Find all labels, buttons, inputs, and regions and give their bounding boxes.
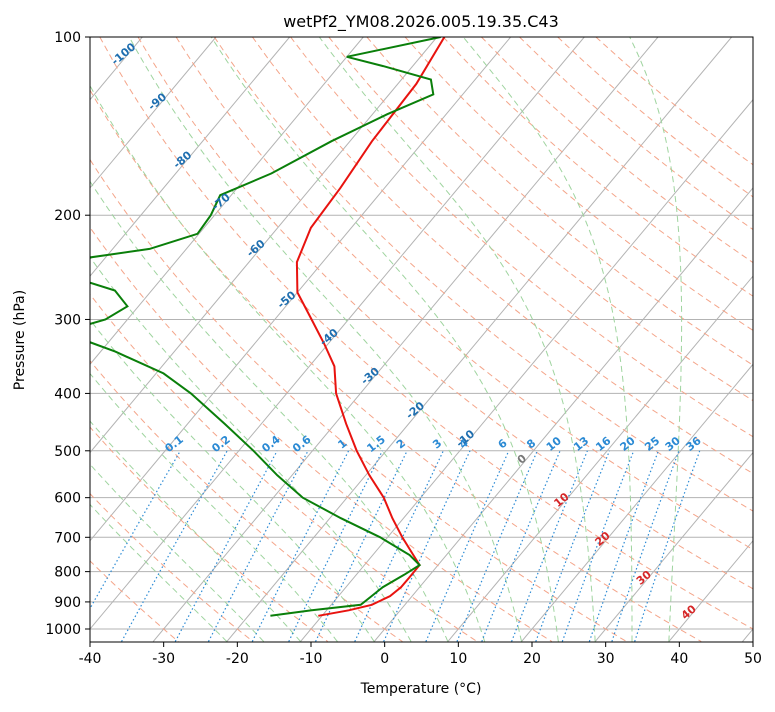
x-tick-label: -30: [152, 651, 175, 667]
x-axis-label: Temperature (°C): [360, 681, 482, 697]
x-tick-label: -20: [226, 651, 249, 667]
x-tick-label: -40: [79, 651, 102, 667]
chart-title: wetPf2_YM08.2026.005.19.35.C43: [283, 12, 559, 32]
y-axis-label: Pressure (hPa): [12, 290, 28, 390]
y-tick-label: 700: [54, 530, 81, 546]
y-tick-label: 400: [54, 386, 81, 402]
x-tick-label: 30: [597, 651, 615, 667]
y-tick-label: 1000: [45, 622, 81, 638]
y-tick-label: 200: [54, 208, 81, 224]
x-tick-label: 40: [670, 651, 688, 667]
y-tick-label: 800: [54, 565, 81, 581]
y-tick-label: 900: [54, 595, 81, 611]
y-tick-label: 300: [54, 312, 81, 328]
y-tick-label: 100: [54, 30, 81, 46]
x-tick-label: 50: [744, 651, 762, 667]
y-tick-label: 600: [54, 491, 81, 507]
y-tick-label: 500: [54, 444, 81, 460]
x-tick-label: 10: [449, 651, 467, 667]
x-tick-label: 0: [380, 651, 389, 667]
x-tick-label: -10: [300, 651, 323, 667]
x-tick-label: 20: [523, 651, 541, 667]
